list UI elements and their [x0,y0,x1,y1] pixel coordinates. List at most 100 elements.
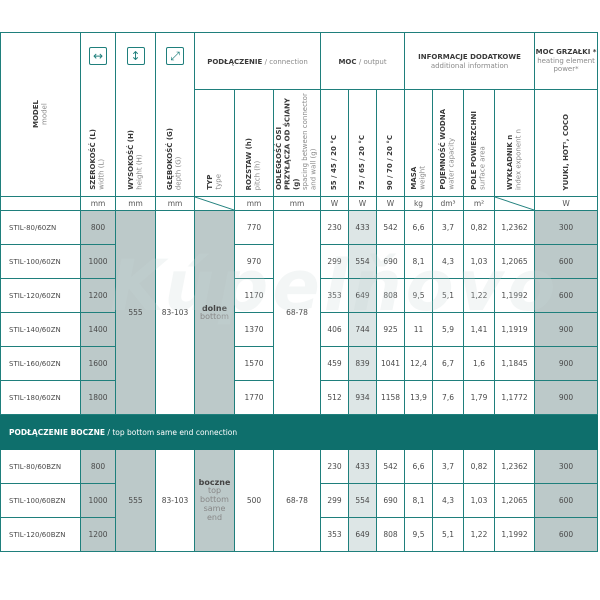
surface-area-cell: 0,82 [463,449,496,484]
surface-area-cell: 1,03 [463,244,496,279]
pitch-cell: 1370 [234,312,274,347]
pitch-cell: 970 [234,244,274,279]
height-cell: 555 [115,449,156,552]
additional-sub: additional information [430,62,509,70]
output-90-cell: 542 [376,210,406,245]
header-water: POJEMNOŚĆ WODNA water capacity [432,89,465,197]
table-row: STIL-80/60BZN 800 555 83-103 boczne top botto… [0,449,599,552]
unit-pitch: mm [234,196,274,211]
output-55-cell: 353 [320,517,350,552]
output-75-cell: 554 [348,483,378,518]
pitch-cell: 1570 [234,346,274,381]
water-capacity-cell: 5,9 [432,312,465,347]
unit-exponent-empty [494,196,536,211]
spacing-cell: 68-78 [272,449,322,552]
output-75-cell: 649 [348,278,378,313]
exponent-cell: 1,1919 [494,312,536,347]
table-row: STIL-120/60BZN 1200 353 649 808 9,5 5,1 1,22 1,1… [0,517,599,552]
exponent-cell: 1,2065 [494,244,536,279]
surface-area-cell: 1,03 [463,483,496,518]
water-capacity-cell: 3,7 [432,449,465,484]
model-sub: model [40,102,49,125]
width-cell: 1800 [80,380,116,415]
header-model: MODEL model [0,32,81,197]
unit-type-empty [194,196,235,211]
output-90-cell: 808 [376,278,406,313]
water-sub: water capacity [448,138,457,190]
model-cell: STIL-120/60BZN [0,517,81,552]
unit-model [0,196,81,211]
output-75-cell: 554 [348,244,378,279]
section-title: PODŁĄCZENIE BOCZNE / top bottom same end… [0,414,599,450]
model-cell: STIL-100/60ZN [0,244,81,279]
exponent-cell: 1,1992 [494,517,536,552]
weight-cell: 6,6 [404,449,434,484]
unit-heater: W [534,196,599,211]
water-capacity-cell: 4,3 [432,483,465,518]
header-heater: MOC GRZAŁKI * heating element power* [534,32,599,90]
model-cell: STIL-80/60ZN [0,210,81,245]
surface-title: POLE POWIERZCHNI [470,111,479,190]
table-row: STIL-100/60BZN 1000 299 554 690 8,1 4,3 1,03 1,2… [0,483,599,518]
height-sub: height (H) [135,154,144,190]
width-cell: 1000 [80,483,116,518]
unit-out3: W [376,196,406,211]
output-55-cell: 299 [320,483,350,518]
type-cell: boczne top bottom same end [194,449,235,552]
water-title: POJEMNOŚĆ WODNA [439,109,448,190]
connection-sub: / connection [264,57,308,66]
model-cell: STIL-180/60ZN [0,380,81,415]
type-sub: top bottom same end [200,486,229,522]
unit-width: mm [80,196,116,211]
heater-power-cell: 600 [534,517,599,552]
type-sub: bottom [200,311,229,321]
output-75-cell: 433 [348,449,378,484]
surface-sub: surface area [479,146,488,190]
output-90-cell: 1158 [376,380,406,415]
surface-area-cell: 0,82 [463,210,496,245]
pitch-cell: 770 [234,210,274,245]
unit-out2: W [348,196,378,211]
height-cell: 555 [115,210,156,415]
header-heater-col: YUUKI, HOT¹, COCO [534,89,599,197]
unit-spacing: mm [272,196,322,211]
section-header-row: PODŁĄCZENIE BOCZNE / top bottom same end… [0,414,599,450]
depth-title: GŁĘBOKOŚĆ (G) [166,127,175,190]
output-90-cell: 542 [376,449,406,484]
model-cell: STIL-120/60ZN [0,278,81,313]
unit-weight: kg [404,196,434,211]
header-depth: ⤢ GŁĘBOKOŚĆ (G) depth (G) [155,32,195,197]
heater-power-cell: 900 [534,380,599,415]
type-cell: dolne bottom [194,210,235,415]
type-main: dolne [201,303,228,313]
header-out1: 55 / 45 / 20 °C [320,89,350,197]
surface-area-cell: 1,41 [463,312,496,347]
weight-sub: weight [418,166,427,190]
output-55-cell: 299 [320,244,350,279]
heater-power-cell: 900 [534,346,599,381]
table-row: STIL-140/60ZN 1400 1370 406 744 925 11 5,9 1,41 1… [0,312,599,347]
heater-col-title: YUUKI, HOT¹, COCO [562,113,571,190]
depth-cell: 83-103 [155,210,195,415]
diagonal-arrows-icon: ⤢ [166,47,184,65]
horizontal-arrows-icon: ↔ [89,47,107,65]
exponent-cell: 1,1772 [494,380,536,415]
output-55-cell: 406 [320,312,350,347]
header-spacing: ODLEGŁOŚĆ OSI PRZYŁĄCZA OD ŚCIANY (g) spa… [272,89,322,197]
header-surface: POLE POWIERZCHNI surface area [463,89,496,197]
heater-power-cell: 600 [534,278,599,313]
heater-power-cell: 900 [534,312,599,347]
pitch-title: ROZSTAW (h) [245,137,254,190]
out3-title: 90 / 70 / 20 °C [386,134,395,190]
output-75-cell: 934 [348,380,378,415]
weight-cell: 8,1 [404,244,434,279]
weight-cell: 8,1 [404,483,434,518]
output-title: MOC [338,57,357,66]
exponent-cell: 1,2362 [494,449,536,484]
width-cell: 1400 [80,312,116,347]
output-75-cell: 744 [348,312,378,347]
header-weight: MASA weight [404,89,434,197]
weight-cell: 11 [404,312,434,347]
model-title: MODEL [31,99,40,128]
water-capacity-cell: 6,7 [432,346,465,381]
